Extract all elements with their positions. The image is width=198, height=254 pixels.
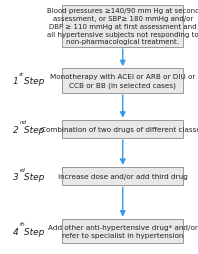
Text: nd: nd: [19, 120, 26, 125]
Text: Step: Step: [21, 227, 44, 236]
FancyBboxPatch shape: [62, 219, 183, 243]
Text: Step: Step: [21, 172, 44, 181]
Text: 4: 4: [13, 227, 19, 236]
FancyBboxPatch shape: [62, 69, 183, 93]
Text: Combination of two drugs of different classes: Combination of two drugs of different cl…: [41, 126, 198, 133]
Text: st: st: [19, 72, 24, 77]
Text: 2: 2: [13, 125, 19, 134]
Text: Step: Step: [21, 77, 44, 86]
Text: Add other anti-hypertensive drug* and/or
refer to specialist in hypertension: Add other anti-hypertensive drug* and/or…: [48, 224, 198, 238]
Text: Monotherapy with ACEI or ARB or DIU or
CCB or BB (in selected cases): Monotherapy with ACEI or ARB or DIU or C…: [50, 74, 195, 88]
Text: 3: 3: [13, 172, 19, 181]
Text: Increase dose and/or add third drug: Increase dose and/or add third drug: [58, 173, 188, 180]
FancyBboxPatch shape: [62, 121, 183, 138]
Text: th: th: [19, 221, 25, 227]
Text: Step: Step: [21, 125, 44, 134]
Text: Blood pressures ≥140/90 mm Hg at second
assessment, or SBP≥ 180 mmHg and/or
DBP : Blood pressures ≥140/90 mm Hg at second …: [47, 8, 198, 45]
FancyBboxPatch shape: [62, 6, 183, 47]
Text: 1: 1: [13, 77, 19, 86]
FancyBboxPatch shape: [62, 168, 183, 185]
Text: rd: rd: [19, 167, 25, 172]
